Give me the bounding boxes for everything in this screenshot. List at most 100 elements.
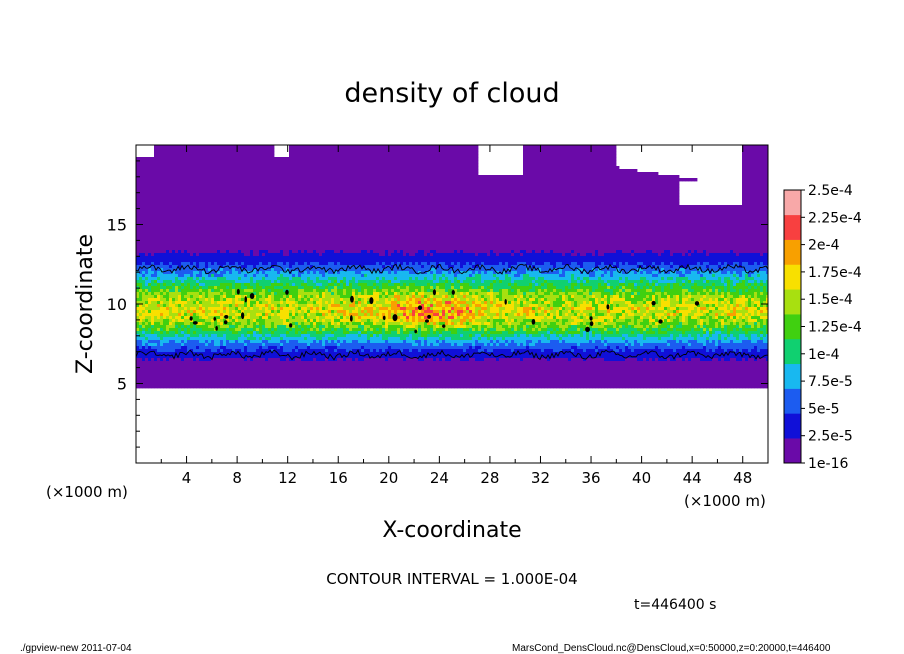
heat-cell (289, 166, 293, 170)
heat-cell (268, 151, 272, 155)
heat-cell (256, 313, 260, 317)
heat-cell (244, 379, 248, 383)
heat-cell (232, 262, 236, 266)
heat-cell (187, 214, 191, 218)
heat-cell (142, 190, 146, 194)
heat-cell (160, 382, 164, 386)
heat-cell (166, 193, 170, 197)
heat-cell (238, 364, 242, 368)
heat-cell (193, 247, 197, 251)
heat-cell (229, 376, 233, 380)
heat-cell (199, 322, 203, 326)
heat-cell (211, 316, 215, 320)
heat-cell (154, 277, 158, 281)
heat-cell (187, 208, 191, 212)
heat-cell (178, 373, 182, 377)
heat-cell (169, 364, 173, 368)
heat-cell (307, 193, 311, 197)
heat-cell (310, 358, 314, 362)
heat-cell (157, 367, 161, 371)
heat-cell (268, 355, 272, 359)
heat-cell (232, 202, 236, 206)
heat-cell (313, 328, 317, 332)
heat-cell (148, 358, 152, 362)
heat-cell (304, 154, 308, 158)
heat-cell (289, 382, 293, 386)
heat-cell (235, 157, 239, 161)
heat-cell (223, 283, 227, 287)
heat-cell (295, 367, 299, 371)
heat-cell (313, 310, 317, 314)
heat-cell (214, 382, 218, 386)
heat-cell (256, 319, 260, 323)
heat-cell (313, 295, 317, 299)
heat-cell (259, 271, 263, 275)
heat-cell (145, 202, 149, 206)
heat-cell (190, 313, 194, 317)
heat-cell (319, 358, 323, 362)
heat-cell (265, 157, 269, 161)
heat-cell (208, 337, 212, 341)
heat-cell (145, 247, 149, 251)
heat-cell (226, 208, 230, 212)
heat-cell (262, 307, 266, 311)
heat-cell (217, 274, 221, 278)
heat-cell (310, 361, 314, 365)
heat-cell (175, 157, 179, 161)
heat-cell (166, 343, 170, 347)
heat-cell (265, 235, 269, 239)
heat-cell (283, 259, 287, 263)
heat-cell (253, 376, 257, 380)
heat-cell (256, 211, 260, 215)
heat-cell (316, 337, 320, 341)
heat-cell (271, 157, 275, 161)
heat-cell (280, 211, 284, 215)
heat-cell (178, 229, 182, 233)
heat-cell (145, 373, 149, 377)
heat-cell (313, 226, 317, 230)
heat-cell (235, 163, 239, 167)
heat-cell (139, 247, 143, 251)
heat-cell (160, 355, 164, 359)
heat-cell (217, 247, 221, 251)
heat-cell (298, 337, 302, 341)
heat-cell (172, 178, 176, 182)
heat-cell (190, 271, 194, 275)
heat-cell (295, 229, 299, 233)
heat-cell (184, 310, 188, 314)
heat-cell (253, 280, 257, 284)
heat-cell (319, 163, 323, 167)
heat-cell (319, 328, 323, 332)
heat-cell (208, 301, 212, 305)
heat-cell (172, 331, 176, 335)
heat-cell (253, 166, 257, 170)
heat-cell (265, 313, 269, 317)
heat-cell (160, 235, 164, 239)
heat-cell (220, 208, 224, 212)
heat-cell (301, 145, 305, 149)
heat-cell (319, 373, 323, 377)
heat-cell (205, 283, 209, 287)
heat-cell (163, 367, 167, 371)
heat-cell (187, 184, 191, 188)
heat-cell (250, 280, 254, 284)
heat-cell (313, 178, 317, 182)
heat-cell (280, 355, 284, 359)
heat-cell (178, 313, 182, 317)
heat-cell (292, 253, 296, 257)
heat-cell (313, 337, 317, 341)
heat-cell (193, 256, 197, 260)
heat-cell (286, 178, 290, 182)
heat-cell (184, 364, 188, 368)
heat-cell (160, 385, 164, 389)
heat-cell (319, 259, 323, 263)
heat-cell (229, 319, 233, 323)
heat-cell (205, 367, 209, 371)
heat-cell (280, 235, 284, 239)
heat-cell (169, 355, 173, 359)
heat-cell (286, 379, 290, 383)
heat-cell (175, 220, 179, 224)
heat-cell (229, 241, 233, 245)
heat-cell (217, 373, 221, 377)
heat-cell (175, 208, 179, 212)
